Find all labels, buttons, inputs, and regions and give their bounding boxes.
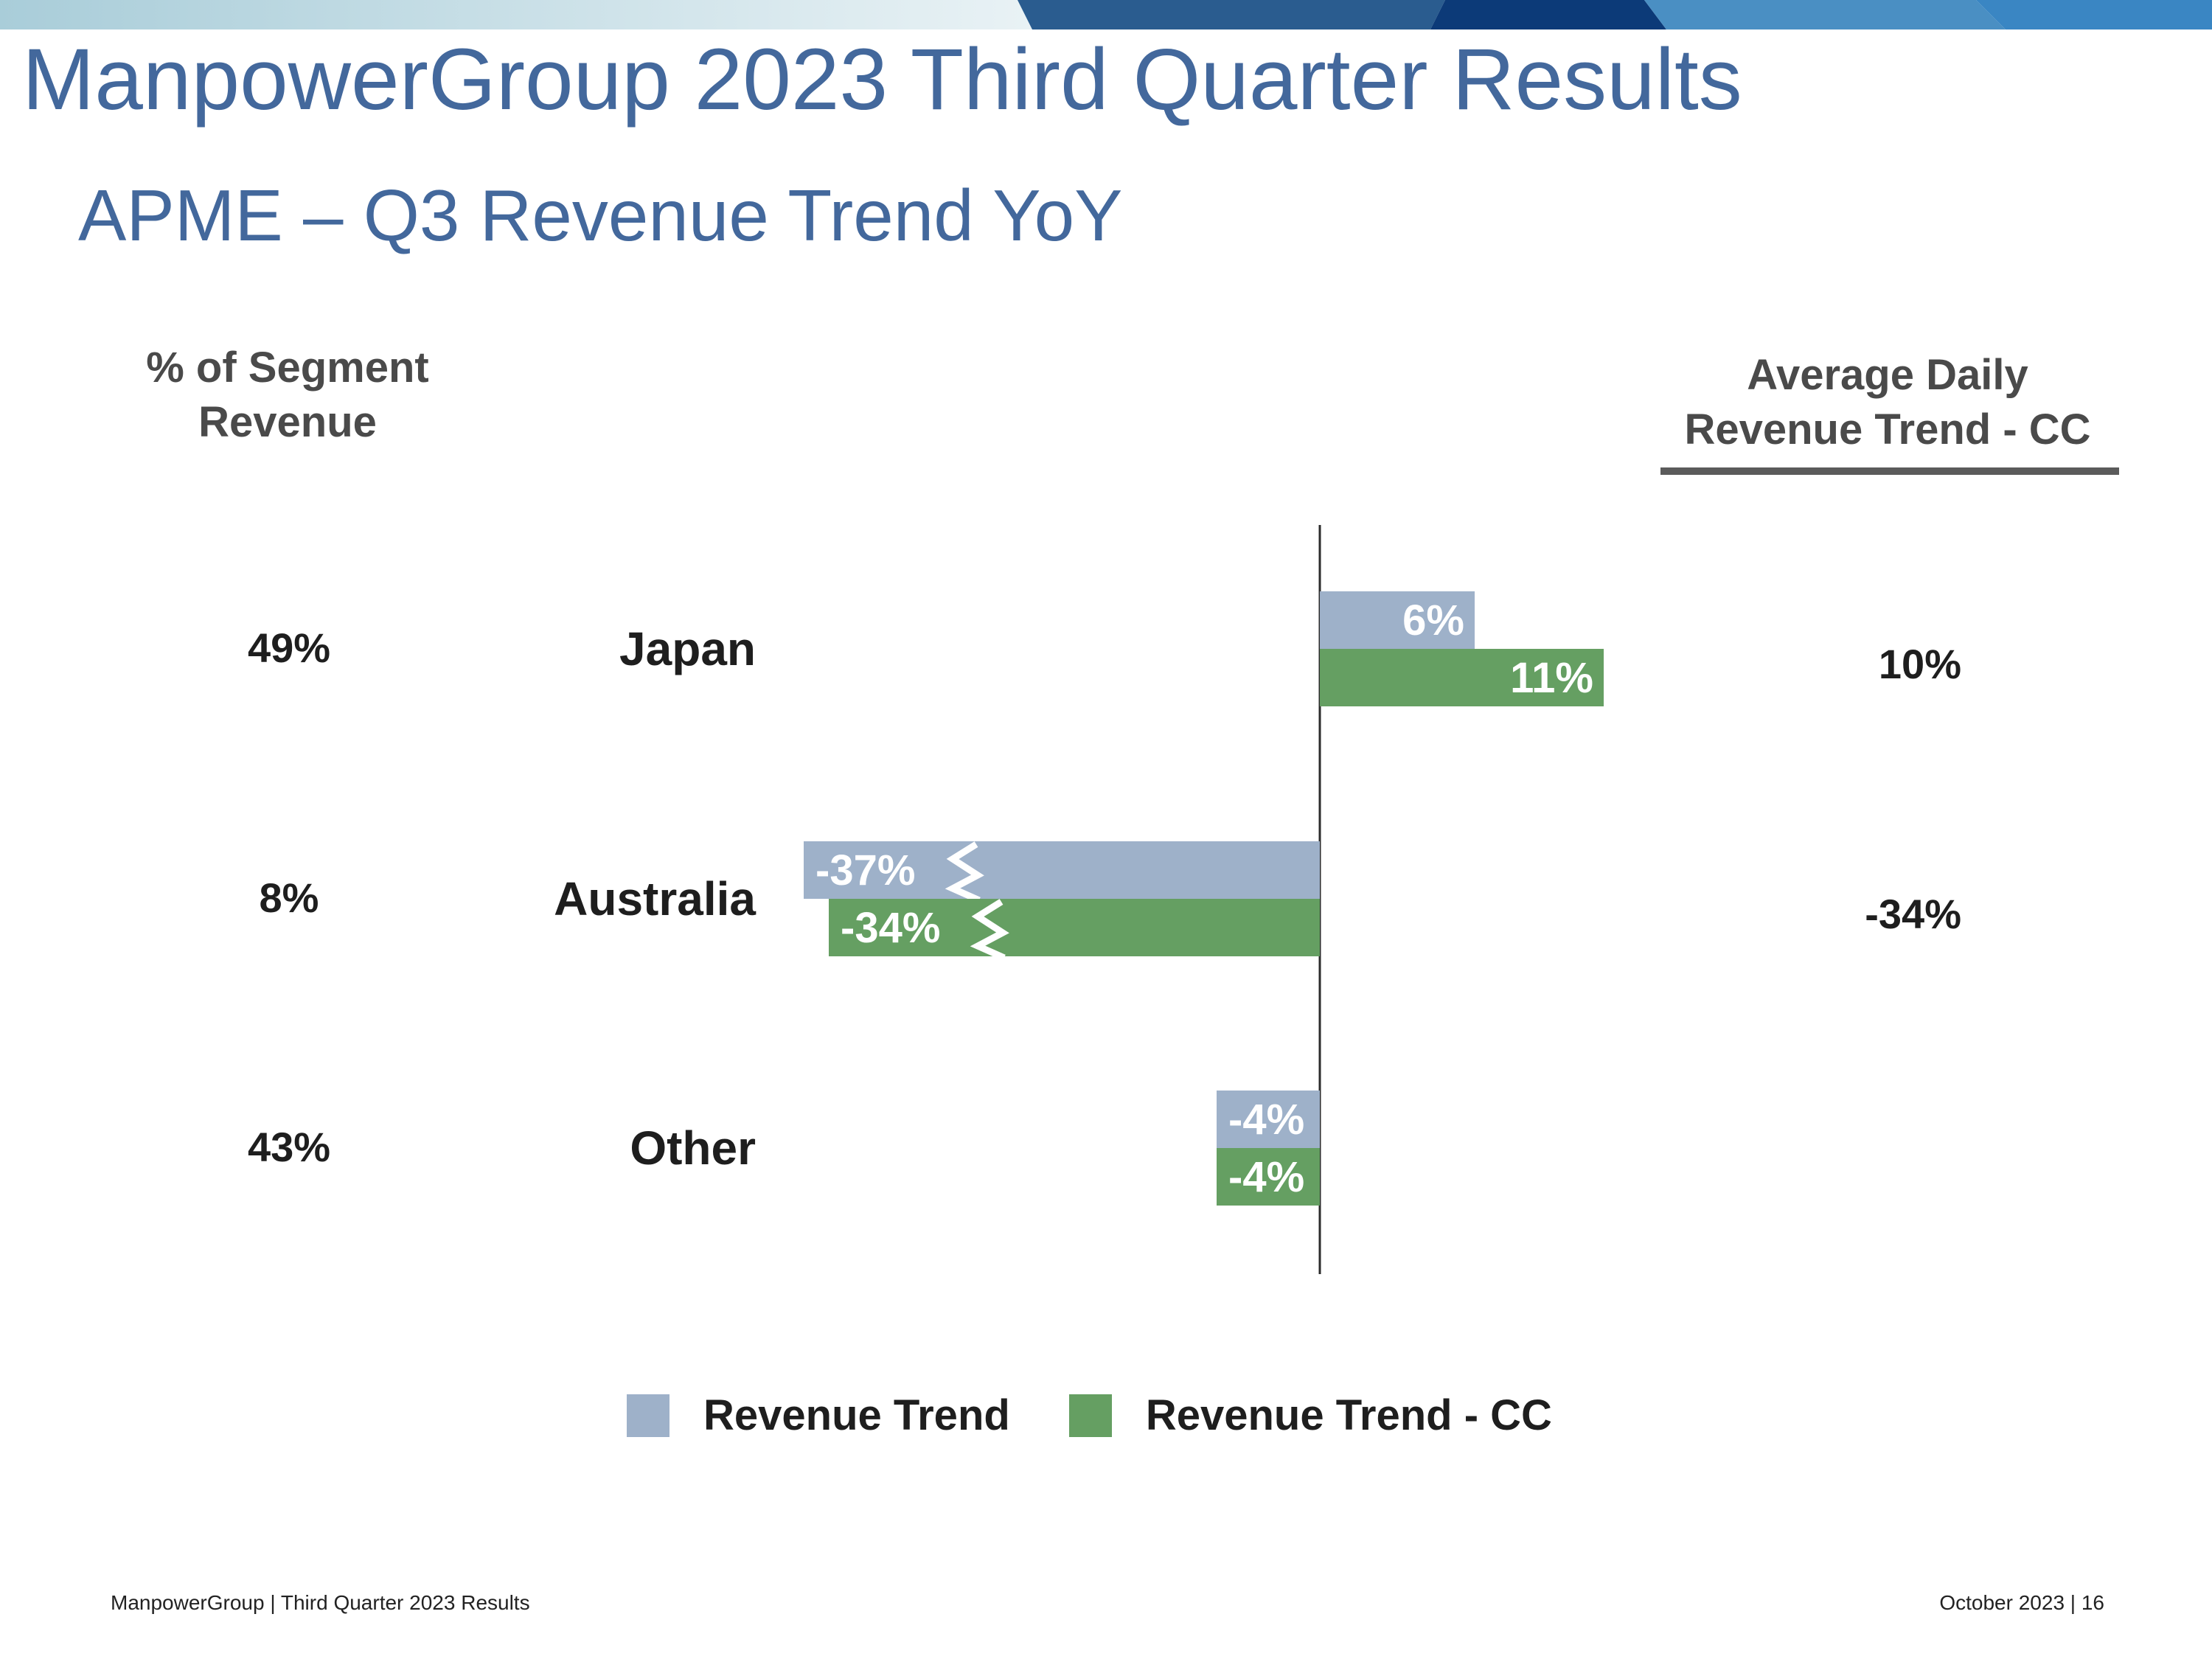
segment-revenue-header: % of Segment Revenue (111, 341, 465, 450)
adr-value-australia: -34% (1865, 891, 1961, 937)
data-label-revenue-trend-cc-other: -4% (1228, 1153, 1304, 1201)
footer-left: ManpowerGroup | Third Quarter 2023 Resul… (111, 1591, 530, 1614)
data-label-revenue-trend-cc-japan: 11% (1510, 654, 1593, 702)
data-label-revenue-trend-japan: 6% (1402, 597, 1464, 644)
data-label-revenue-trend-australia: -37% (815, 846, 915, 894)
legend-item-revenue-trend: Revenue Trend (627, 1391, 1010, 1440)
data-label-revenue-trend-other: -4% (1228, 1096, 1304, 1144)
segment-header-line1: % of Segment (146, 344, 429, 392)
legend-label-revenue-trend-cc: Revenue Trend - CC (1145, 1391, 1552, 1439)
page-title: ManpowerGroup 2023 Third Quarter Results (22, 31, 1742, 128)
category-label-japan: Japan (619, 622, 756, 675)
slide-subtitle: APME – Q3 Revenue Trend YoY (78, 175, 1123, 256)
bar-revenue-trend-japan (1320, 591, 1475, 649)
adr-header-line2: Revenue Trend - CC (1684, 406, 2091, 453)
bar-revenue-trend-cc-other (1217, 1148, 1320, 1206)
chart-legend: Revenue Trend Revenue Trend - CC (627, 1391, 1552, 1440)
adr-header-line1: Average Daily (1747, 351, 2028, 399)
bar-revenue-trend-australia (804, 841, 1320, 899)
segment-share-australia: 8% (260, 874, 319, 921)
segment-header-line2: Revenue (198, 398, 377, 446)
data-label-revenue-trend-cc-australia: -34% (841, 904, 940, 952)
legend-item-revenue-trend-cc: Revenue Trend - CC (1068, 1391, 1552, 1440)
category-label-australia: Australia (554, 872, 756, 925)
axis-break-revenue-trend-australia (945, 841, 984, 904)
adr-trend-header: Average Daily Revenue Trend - CC (1652, 348, 2124, 457)
adr-header-underline (1660, 467, 2119, 475)
adr-value-japan: 10% (1879, 641, 1961, 687)
legend-swatch-revenue-trend (627, 1394, 669, 1437)
axis-break-revenue-trend-cc-australia (970, 899, 1009, 961)
category-label-other: Other (630, 1121, 756, 1175)
segment-share-japan: 49% (248, 625, 330, 671)
legend-swatch-revenue-trend-cc (1068, 1394, 1112, 1437)
segment-share-other: 43% (248, 1124, 330, 1170)
footer-right: October 2023 | 16 (1939, 1591, 2104, 1614)
legend-label-revenue-trend: Revenue Trend (703, 1391, 1010, 1439)
bar-revenue-trend-other (1217, 1091, 1320, 1148)
header-banner (0, 0, 2212, 29)
bar-revenue-trend-cc-japan (1320, 649, 1604, 706)
bar-revenue-trend-cc-australia (829, 899, 1320, 956)
